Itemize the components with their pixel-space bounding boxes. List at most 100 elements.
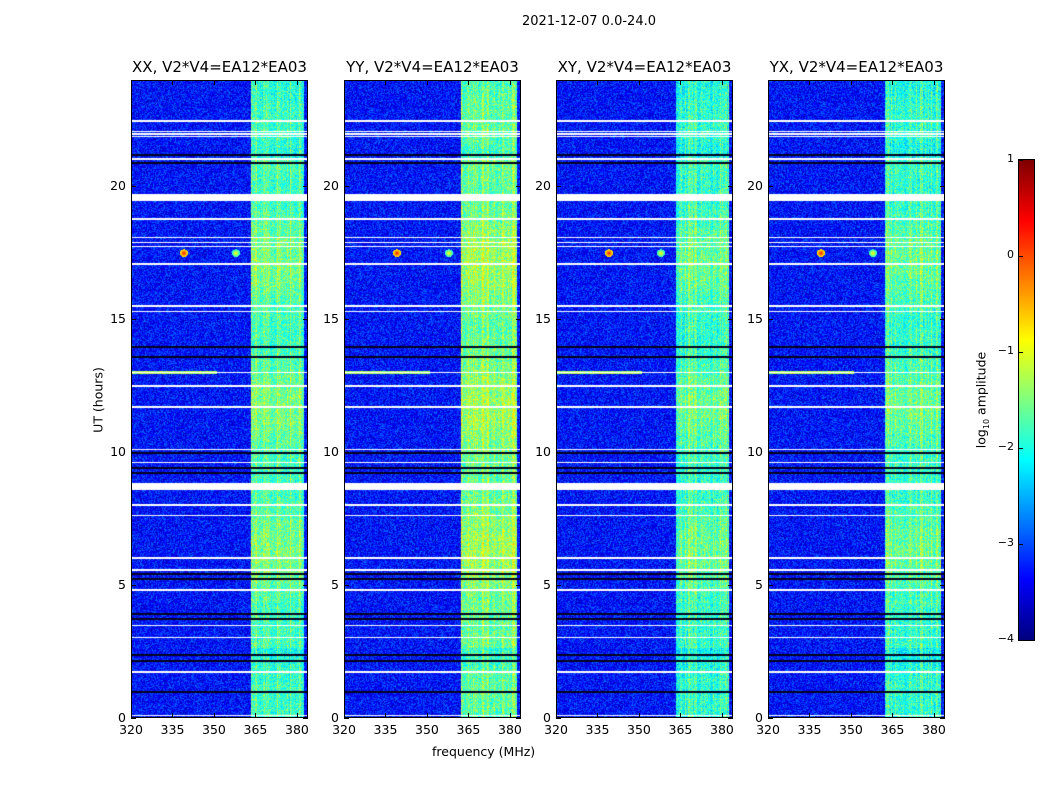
- colorbar-tick: [1019, 448, 1023, 449]
- colorbar-tick-label: 0: [1007, 248, 1014, 261]
- x-tick: [680, 80, 682, 85]
- x-tick-label: 380: [710, 722, 734, 737]
- y-tick: [768, 319, 773, 321]
- x-tick-label: 380: [498, 722, 522, 737]
- x-tick: [509, 80, 511, 85]
- y-tick-label: 20: [110, 178, 126, 194]
- x-tick: [344, 80, 345, 85]
- x-tick: [809, 713, 811, 718]
- x-tick-label: 335: [797, 722, 822, 737]
- y-tick-label: 15: [535, 311, 551, 327]
- spectrogram-image: [769, 81, 944, 717]
- y-tick: [303, 452, 308, 454]
- x-tick: [556, 80, 557, 85]
- y-tick: [516, 186, 521, 188]
- x-tick-label: 365: [668, 722, 693, 737]
- x-tick: [933, 713, 935, 718]
- x-tick: [426, 80, 428, 85]
- y-tick: [303, 186, 308, 188]
- x-tick: [172, 80, 174, 85]
- y-tick: [768, 452, 773, 454]
- spectrogram-image: [557, 81, 732, 717]
- x-tick: [892, 80, 894, 85]
- x-tick-label: 320: [544, 722, 568, 737]
- y-tick: [728, 319, 733, 321]
- y-tick-label: 0: [331, 710, 339, 725]
- y-tick-label: 10: [323, 444, 339, 460]
- y-tick: [516, 319, 521, 321]
- x-tick: [680, 713, 682, 718]
- x-tick-label: 320: [119, 722, 143, 737]
- y-tick: [556, 452, 561, 454]
- y-tick: [303, 718, 308, 719]
- y-tick: [344, 452, 349, 454]
- x-tick: [131, 80, 132, 85]
- x-tick: [468, 80, 470, 85]
- spectrogram-panel: [131, 80, 308, 718]
- x-tick-label: 350: [627, 722, 651, 737]
- x-tick: [296, 80, 298, 85]
- y-tick: [940, 319, 945, 321]
- y-tick: [940, 452, 945, 454]
- x-tick-label: 380: [922, 722, 946, 737]
- x-tick: [638, 713, 640, 718]
- x-tick: [556, 713, 557, 718]
- x-tick: [597, 713, 599, 718]
- x-tick: [638, 80, 640, 85]
- colorbar-label-suffix: amplitude: [973, 351, 989, 419]
- x-tick-label: 335: [373, 722, 398, 737]
- y-tick-label: 5: [543, 577, 551, 593]
- spectrogram-panel: [768, 80, 945, 718]
- y-tick: [131, 319, 136, 321]
- colorbar: [1018, 159, 1035, 641]
- x-tick-label: 335: [585, 722, 610, 737]
- x-tick-label: 320: [756, 722, 780, 737]
- y-tick: [516, 718, 521, 719]
- y-tick: [131, 585, 136, 587]
- colorbar-label-sub: 10: [981, 418, 991, 430]
- y-tick-label: 15: [747, 311, 763, 327]
- x-tick: [172, 713, 174, 718]
- x-tick: [850, 80, 852, 85]
- x-tick: [768, 80, 769, 85]
- y-tick: [728, 585, 733, 587]
- y-tick-label: 10: [747, 444, 763, 460]
- y-tick: [303, 319, 308, 321]
- x-tick: [809, 80, 811, 85]
- x-tick: [213, 80, 215, 85]
- x-tick: [468, 713, 470, 718]
- x-tick-label: 335: [160, 722, 185, 737]
- y-tick: [940, 585, 945, 587]
- y-tick: [556, 585, 561, 587]
- y-tick-label: 20: [535, 178, 551, 194]
- colorbar-tick-label: 1: [1007, 152, 1014, 165]
- y-tick: [768, 585, 773, 587]
- y-tick: [940, 186, 945, 188]
- x-tick: [385, 80, 387, 85]
- y-tick: [768, 718, 773, 719]
- y-tick: [940, 718, 945, 719]
- x-tick-label: 350: [415, 722, 439, 737]
- spectrogram-image: [345, 81, 520, 717]
- y-tick-label: 5: [331, 577, 339, 593]
- y-tick: [131, 718, 136, 719]
- y-tick-label: 15: [323, 311, 339, 327]
- x-tick: [933, 80, 935, 85]
- x-tick: [721, 80, 723, 85]
- y-tick: [556, 718, 561, 719]
- x-tick-label: 320: [332, 722, 356, 737]
- y-tick-label: 0: [755, 710, 763, 725]
- y-tick-label: 10: [535, 444, 551, 460]
- y-tick: [728, 452, 733, 454]
- panel-title: XX, V2*V4=EA12*EA03: [132, 58, 307, 76]
- y-tick: [516, 452, 521, 454]
- y-tick-label: 20: [747, 178, 763, 194]
- y-tick: [344, 718, 349, 719]
- x-tick: [213, 713, 215, 718]
- y-tick-label: 5: [755, 577, 763, 593]
- x-tick: [296, 713, 298, 718]
- colorbar-tick: [1019, 352, 1023, 353]
- y-tick: [556, 319, 561, 321]
- colorbar-label: log10 amplitude: [973, 352, 991, 448]
